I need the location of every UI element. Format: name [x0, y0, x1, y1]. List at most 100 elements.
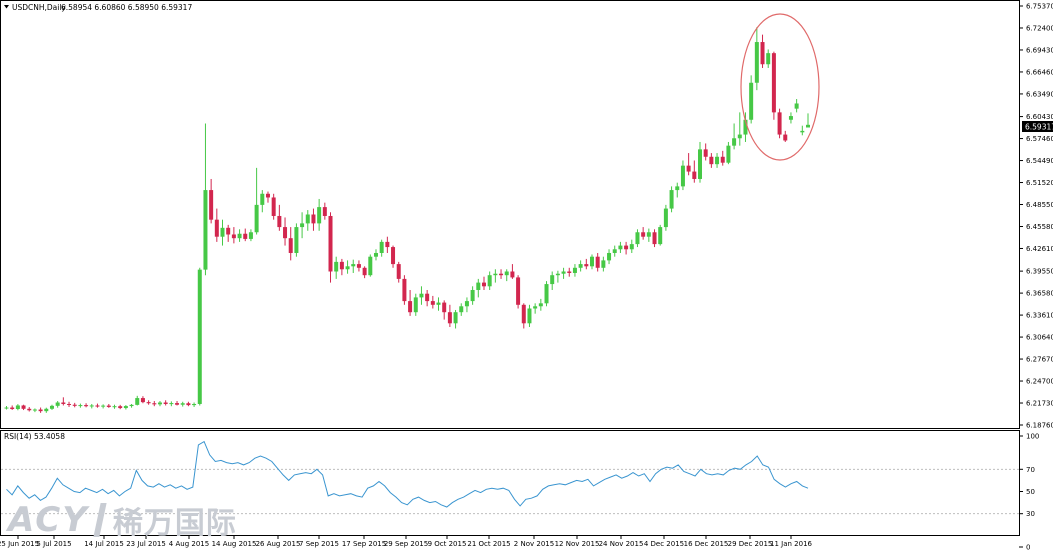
candle: [140, 396, 145, 404]
date-tick-label: 14 Jul 2015: [84, 540, 124, 548]
candle-body: [311, 214, 316, 224]
price-tick-label: 6.63490: [1026, 90, 1053, 98]
candle: [157, 401, 162, 407]
candle: [732, 123, 737, 150]
candle-body: [351, 264, 356, 267]
candle-body: [44, 408, 49, 412]
price-tick-label: 6.24700: [1026, 378, 1053, 386]
candle: [84, 403, 89, 408]
candle: [419, 286, 424, 305]
candle-body: [538, 303, 543, 307]
price-tick-label: 6.57460: [1026, 135, 1053, 143]
candle: [197, 267, 202, 406]
candle: [658, 224, 663, 246]
candle-body: [277, 215, 282, 228]
candle: [521, 303, 526, 329]
candle-body: [425, 293, 430, 302]
candle-body: [754, 42, 759, 83]
candle-body: [783, 134, 788, 141]
candle: [697, 141, 702, 183]
candle-body: [248, 232, 253, 239]
candle-body: [123, 406, 128, 409]
candle-body: [112, 406, 117, 408]
candle-body: [67, 403, 72, 405]
candle-body: [226, 227, 231, 235]
candle: [112, 404, 117, 409]
candlestick-series: [4, 27, 810, 413]
candle-body: [788, 116, 793, 120]
candle: [516, 275, 521, 309]
date-tick-label: 23 Jul 2015: [126, 540, 166, 548]
candle: [464, 297, 469, 313]
candle: [356, 260, 361, 272]
candle: [544, 281, 549, 307]
candle-body: [243, 233, 248, 239]
candle-body: [749, 82, 754, 120]
candle-body: [32, 409, 37, 411]
highlight-ellipse: [740, 13, 820, 161]
candle: [317, 198, 322, 231]
candle: [794, 99, 799, 113]
rsi-line: [6, 440, 809, 508]
date-tick-label: 5 Jul 2015: [36, 540, 71, 548]
candle: [709, 153, 714, 168]
candle-body: [317, 207, 322, 224]
candle: [800, 125, 805, 136]
candle-body: [288, 238, 293, 253]
candle-body: [743, 119, 748, 135]
candle-body: [129, 404, 134, 407]
candle: [669, 186, 674, 213]
candle-body: [305, 214, 310, 224]
candle-body: [612, 249, 617, 253]
candle-body: [578, 264, 583, 268]
candle-body: [95, 405, 100, 407]
candle-body: [430, 301, 435, 305]
price-tick-label: 6.21730: [1026, 400, 1053, 408]
candle-body: [510, 271, 515, 278]
candle: [550, 271, 555, 290]
candle: [305, 210, 310, 231]
candle-body: [328, 215, 333, 272]
candle: [675, 182, 680, 198]
candle-body: [567, 271, 572, 273]
candle: [499, 269, 504, 279]
date-tick-label: 17 Sep 2015: [342, 540, 386, 548]
candle-body: [203, 190, 208, 270]
candle-body: [709, 156, 714, 165]
candle: [766, 49, 771, 68]
candle-body: [499, 273, 504, 276]
date-tick-label: 12 Nov 2015: [555, 540, 600, 548]
candle-body: [209, 190, 214, 220]
candle: [538, 298, 543, 311]
candle: [493, 269, 498, 283]
candle-body: [10, 407, 15, 410]
rsi-reference-lines: [1, 468, 1019, 515]
rsi-tick-label: 100: [1026, 433, 1039, 441]
candle-body: [669, 190, 674, 209]
candle: [459, 303, 464, 316]
candle-body: [231, 234, 236, 239]
candle-body: [800, 130, 805, 133]
candle-body: [481, 282, 486, 287]
candle: [345, 260, 350, 274]
candle-body: [175, 403, 180, 405]
price-tick-label: 6.72400: [1026, 24, 1053, 32]
rsi-axis: 100 70 50 30 0: [1019, 433, 1039, 552]
candle-body: [697, 149, 702, 179]
collapse-triangle-icon[interactable]: [4, 5, 9, 9]
candle: [248, 229, 253, 242]
current-price-box: [1022, 121, 1053, 132]
candle-body: [419, 293, 424, 298]
candle: [595, 252, 600, 272]
date-tick-label: 24 Nov 2015: [599, 540, 644, 548]
candle: [351, 259, 356, 273]
candle: [61, 397, 66, 406]
candle-body: [493, 273, 498, 276]
candle: [754, 27, 759, 91]
candle: [391, 245, 396, 268]
candle-body: [21, 405, 26, 409]
rsi-panel-frame: [0, 430, 1020, 536]
date-tick-label: 26 Aug 2015: [256, 540, 301, 548]
candle-body: [283, 227, 288, 239]
